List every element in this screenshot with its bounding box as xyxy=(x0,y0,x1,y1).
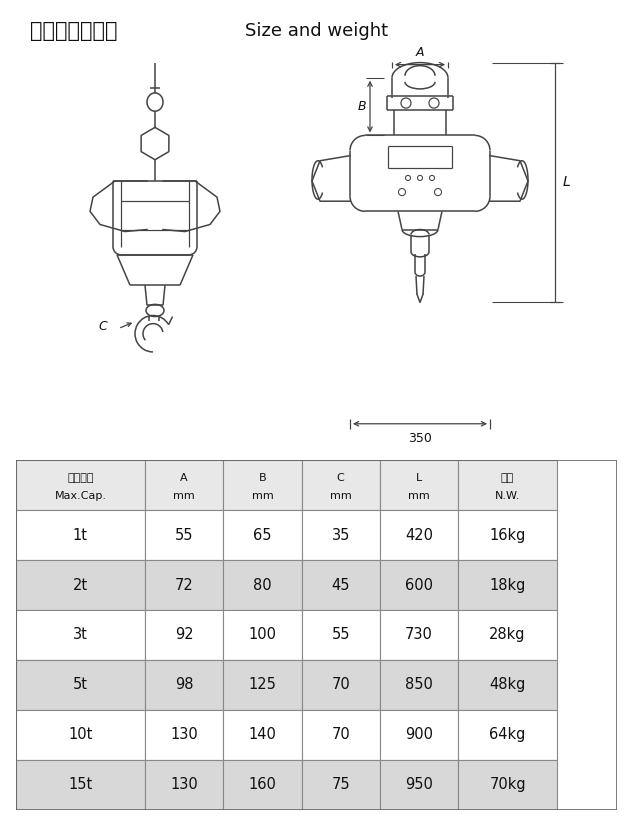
Text: Size and weight: Size and weight xyxy=(245,22,388,39)
Text: 3t: 3t xyxy=(73,627,88,643)
Bar xyxy=(302,660,380,710)
Bar xyxy=(223,510,302,560)
Text: 最大秤量: 最大秤量 xyxy=(67,473,94,483)
Bar xyxy=(302,510,380,560)
Text: 72: 72 xyxy=(175,578,193,593)
Bar xyxy=(302,460,380,510)
Text: mm: mm xyxy=(251,492,273,501)
Text: 70: 70 xyxy=(331,727,350,742)
Bar xyxy=(223,460,302,510)
Text: 130: 130 xyxy=(170,778,198,792)
Text: 70: 70 xyxy=(331,677,350,692)
Bar xyxy=(380,510,458,560)
Text: C: C xyxy=(337,473,345,483)
Text: 140: 140 xyxy=(248,727,277,742)
Text: 600: 600 xyxy=(405,578,433,593)
Bar xyxy=(145,610,223,660)
Text: B: B xyxy=(258,473,266,483)
Bar xyxy=(223,610,302,660)
Text: 64kg: 64kg xyxy=(490,727,526,742)
Bar xyxy=(223,660,302,710)
Bar xyxy=(458,560,558,610)
Text: 16kg: 16kg xyxy=(490,528,526,543)
Bar xyxy=(16,510,145,560)
Bar xyxy=(145,510,223,560)
Text: 55: 55 xyxy=(331,627,350,643)
Text: A: A xyxy=(416,45,424,58)
Bar xyxy=(223,560,302,610)
Bar xyxy=(16,460,145,510)
Text: 92: 92 xyxy=(175,627,193,643)
Bar xyxy=(223,760,302,810)
Text: L: L xyxy=(416,473,422,483)
Bar xyxy=(145,660,223,710)
Text: 15t: 15t xyxy=(68,778,93,792)
Text: 950: 950 xyxy=(405,778,433,792)
Text: 35: 35 xyxy=(331,528,350,543)
Bar xyxy=(380,610,458,660)
Text: 相关尺寸和净重: 相关尺寸和净重 xyxy=(30,21,118,41)
Bar xyxy=(16,760,145,810)
Bar xyxy=(16,660,145,710)
Bar xyxy=(16,710,145,760)
Bar xyxy=(380,560,458,610)
Text: Max.Cap.: Max.Cap. xyxy=(54,492,106,501)
Text: 730: 730 xyxy=(405,627,433,643)
Text: 18kg: 18kg xyxy=(490,578,526,593)
Text: 125: 125 xyxy=(248,677,277,692)
Bar xyxy=(380,710,458,760)
Bar xyxy=(380,460,458,510)
Text: B: B xyxy=(358,100,366,113)
Bar xyxy=(145,460,223,510)
Bar xyxy=(458,710,558,760)
Text: A: A xyxy=(180,473,188,483)
Text: 1t: 1t xyxy=(73,528,88,543)
Bar xyxy=(458,610,558,660)
Text: 45: 45 xyxy=(331,578,350,593)
Bar xyxy=(458,460,558,510)
Text: 5t: 5t xyxy=(73,677,88,692)
Text: 75: 75 xyxy=(331,778,350,792)
Text: 55: 55 xyxy=(175,528,193,543)
Text: 130: 130 xyxy=(170,727,198,742)
Bar xyxy=(302,710,380,760)
Text: 900: 900 xyxy=(405,727,433,742)
Text: 80: 80 xyxy=(253,578,272,593)
Text: mm: mm xyxy=(329,492,352,501)
Text: N.W.: N.W. xyxy=(495,492,520,501)
Bar xyxy=(458,760,558,810)
Text: 98: 98 xyxy=(175,677,193,692)
Bar xyxy=(302,560,380,610)
Text: 净重: 净重 xyxy=(501,473,514,483)
Text: 10t: 10t xyxy=(68,727,93,742)
Text: mm: mm xyxy=(173,492,195,501)
Text: L: L xyxy=(563,175,571,190)
Text: 160: 160 xyxy=(248,778,277,792)
Text: 850: 850 xyxy=(405,677,433,692)
Bar xyxy=(223,710,302,760)
Text: mm: mm xyxy=(408,492,430,501)
Bar xyxy=(145,710,223,760)
Text: C: C xyxy=(99,320,107,333)
Bar xyxy=(302,610,380,660)
Text: 70kg: 70kg xyxy=(490,778,526,792)
Bar xyxy=(302,760,380,810)
Bar xyxy=(145,560,223,610)
Text: 100: 100 xyxy=(248,627,277,643)
Text: 2t: 2t xyxy=(73,578,88,593)
Text: 65: 65 xyxy=(253,528,272,543)
Text: 28kg: 28kg xyxy=(490,627,526,643)
Text: 48kg: 48kg xyxy=(490,677,526,692)
Text: 420: 420 xyxy=(405,528,433,543)
Bar xyxy=(380,760,458,810)
Bar xyxy=(16,560,145,610)
Text: 350: 350 xyxy=(408,432,432,445)
Bar xyxy=(458,510,558,560)
Bar xyxy=(458,660,558,710)
Bar xyxy=(16,610,145,660)
Bar xyxy=(145,760,223,810)
Bar xyxy=(380,660,458,710)
